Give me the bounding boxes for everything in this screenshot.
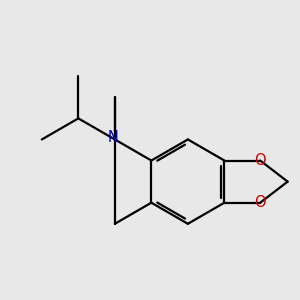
Text: N: N (108, 130, 119, 145)
Text: O: O (254, 153, 266, 168)
Text: O: O (254, 195, 266, 210)
